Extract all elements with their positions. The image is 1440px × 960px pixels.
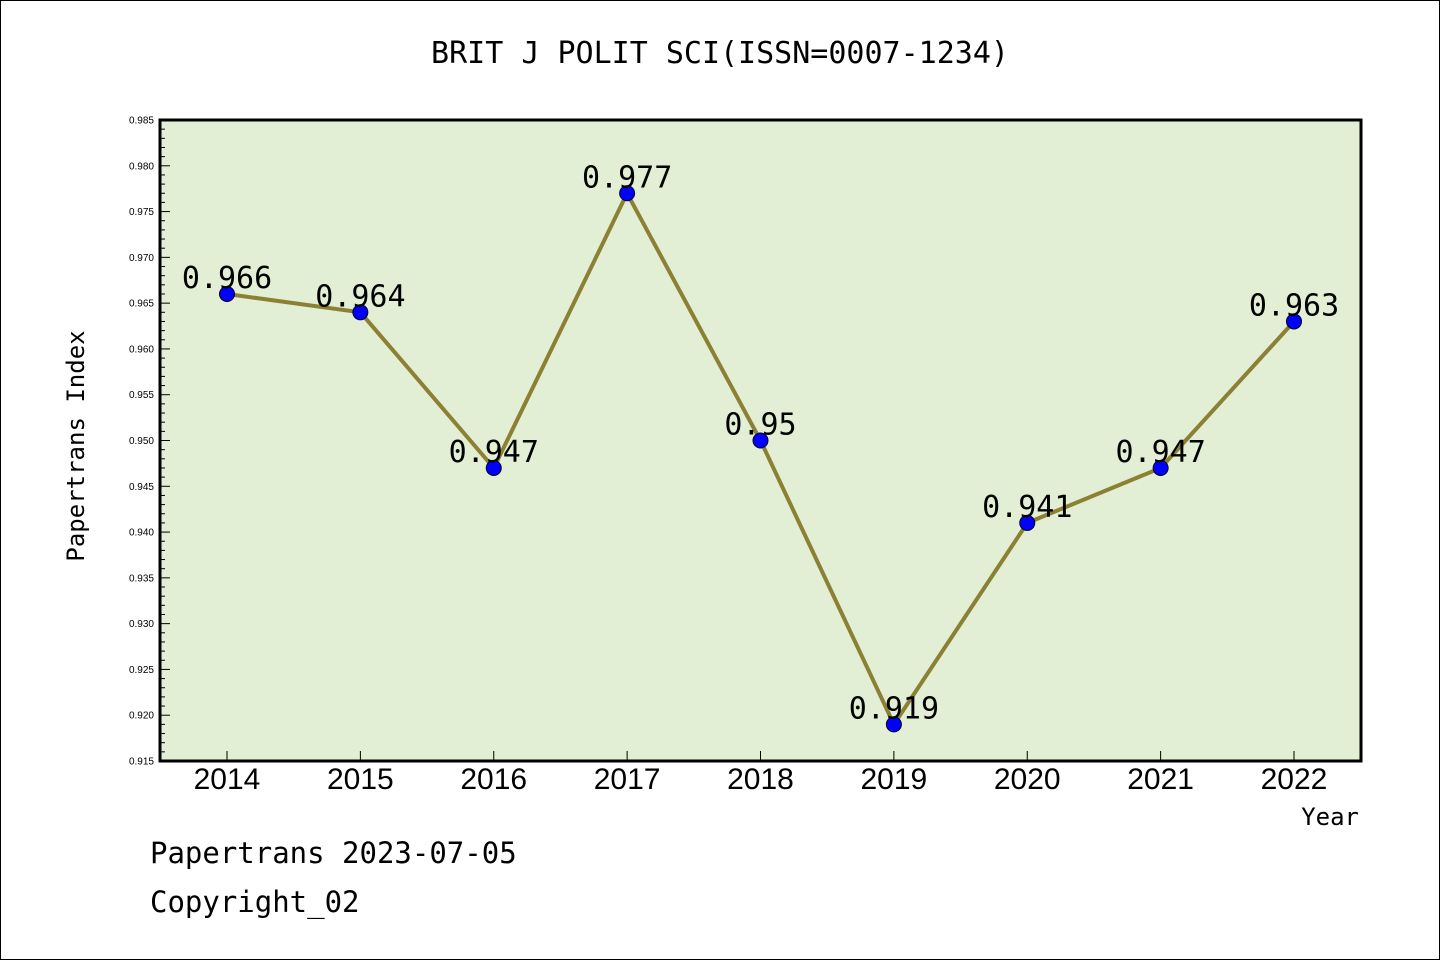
y-tick-label: 0.940: [129, 528, 154, 539]
data-label: 0.941: [982, 490, 1072, 525]
data-point: [1152, 459, 1169, 476]
x-axis-label: Year: [1301, 803, 1359, 831]
x-tick-label: 2017: [594, 763, 661, 796]
data-label: 0.947: [1115, 435, 1205, 470]
data-label: 0.964: [315, 279, 405, 314]
series-group: [219, 185, 1302, 733]
data-point: [219, 285, 235, 302]
y-tick-label: 0.955: [129, 390, 154, 401]
y-tick-label: 0.970: [129, 253, 154, 264]
y-tick-label: 0.950: [129, 436, 154, 447]
x-tick-label: 2015: [327, 763, 394, 796]
x-axis-ticks: 2014 2015 2016 2017 2018 2019 2020 2021 2022: [194, 751, 1328, 796]
footer-date: Papertrans 2023-07-05: [150, 836, 517, 870]
data-point: [1286, 313, 1302, 330]
y-tick-label: 0.920: [129, 711, 154, 722]
data-labels: 0.966 0.964 0.947 0.977 0.95 0.919 0.941 0.947 0…: [182, 160, 1339, 726]
x-tick-label: 2020: [994, 763, 1061, 796]
y-tick-label: 0.965: [129, 299, 154, 310]
y-tick-label: 0.975: [129, 207, 154, 218]
data-label: 0.919: [849, 691, 939, 726]
x-tick-label: 2021: [1127, 763, 1194, 796]
data-point: [885, 716, 902, 733]
y-tick-label: 0.925: [129, 665, 154, 676]
y-tick-label: 0.980: [129, 161, 154, 172]
x-tick-label: 2016: [460, 763, 527, 796]
data-point: [752, 432, 769, 449]
y-tick-label: 0.915: [129, 757, 154, 768]
data-label: 0.977: [582, 160, 672, 195]
data-point: [352, 304, 369, 321]
y-tick-label: 0.935: [129, 573, 154, 584]
x-tick-label: 2018: [727, 763, 794, 796]
x-tick-label: 2014: [194, 763, 261, 796]
chart-title: BRIT J POLIT SCI(ISSN=0007-1234): [431, 36, 1009, 71]
footer-copyright: Copyright_02: [150, 885, 360, 919]
data-label: 0.966: [182, 261, 272, 296]
y-tick-label: 0.985: [129, 116, 154, 127]
y-tick-label: 0.960: [129, 344, 154, 355]
data-point: [1019, 514, 1036, 531]
data-label: 0.963: [1249, 288, 1339, 323]
x-tick-label: 2019: [861, 763, 928, 796]
data-label: 0.947: [449, 435, 539, 470]
y-tick-label: 0.930: [129, 619, 154, 630]
x-tick-label: 2022: [1261, 763, 1328, 796]
y-tick-label: 0.945: [129, 482, 154, 493]
y-axis-label: Papertrans Index: [62, 330, 90, 561]
y-axis-ticks: 0.915 0.920 0.925 0.930 0.935 0.940 0.945 0.950…: [129, 116, 170, 768]
data-point: [485, 459, 502, 476]
data-label: 0.95: [724, 408, 796, 443]
data-point: [619, 185, 636, 202]
